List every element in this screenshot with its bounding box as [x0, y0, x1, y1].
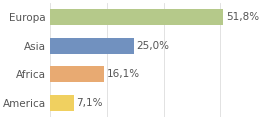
Bar [50, 38, 134, 54]
Bar [50, 95, 74, 111]
Bar [50, 66, 104, 82]
Text: 51,8%: 51,8% [226, 12, 259, 22]
Text: 25,0%: 25,0% [136, 41, 169, 51]
Text: 16,1%: 16,1% [106, 69, 140, 79]
Text: 7,1%: 7,1% [76, 98, 103, 108]
Bar [50, 9, 223, 25]
